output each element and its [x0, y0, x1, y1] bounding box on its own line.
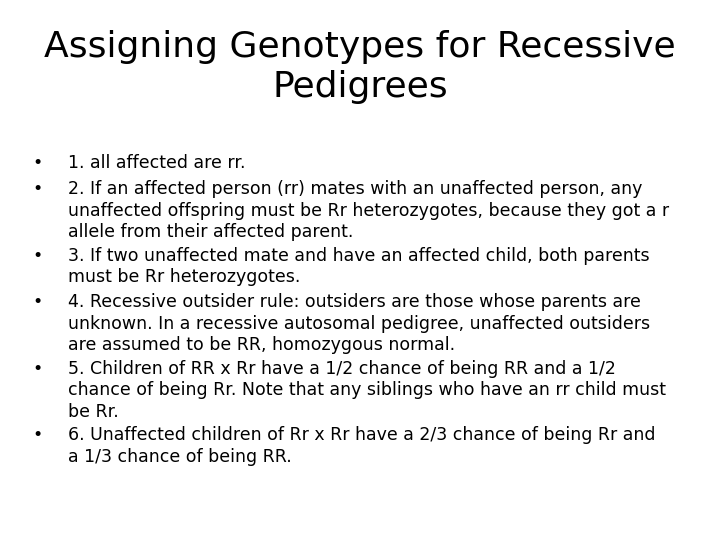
Text: •: • [32, 293, 42, 312]
Text: 3. If two unaffected mate and have an affected child, both parents
must be Rr he: 3. If two unaffected mate and have an af… [68, 247, 650, 286]
Text: •: • [32, 154, 42, 172]
Text: •: • [32, 180, 42, 198]
Text: •: • [32, 247, 42, 265]
Text: 2. If an affected person (rr) mates with an unaffected person, any
unaffected of: 2. If an affected person (rr) mates with… [68, 180, 670, 241]
Text: 6. Unaffected children of Rr x Rr have a 2/3 chance of being Rr and
a 1/3 chance: 6. Unaffected children of Rr x Rr have a… [68, 426, 656, 466]
Text: •: • [32, 426, 42, 444]
Text: Assigning Genotypes for Recessive
Pedigrees: Assigning Genotypes for Recessive Pedigr… [44, 30, 676, 104]
Text: 5. Children of RR x Rr have a 1/2 chance of being RR and a 1/2
chance of being R: 5. Children of RR x Rr have a 1/2 chance… [68, 360, 667, 421]
Text: •: • [32, 360, 42, 378]
Text: 1. all affected are rr.: 1. all affected are rr. [68, 154, 246, 172]
Text: 4. Recessive outsider rule: outsiders are those whose parents are
unknown. In a : 4. Recessive outsider rule: outsiders ar… [68, 293, 651, 354]
